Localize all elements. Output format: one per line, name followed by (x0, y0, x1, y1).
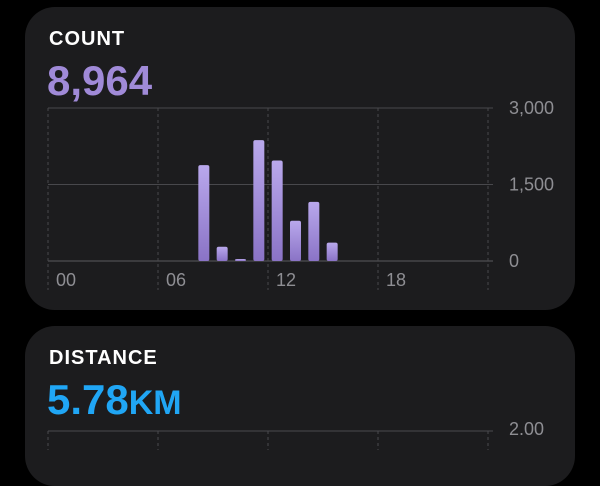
distance-bar-chart: 2.00 (47, 419, 544, 450)
distance-number: 5.78 (47, 376, 129, 423)
count-bar[interactable] (308, 201, 320, 261)
count-title: COUNT (49, 28, 126, 50)
count-y-tick-label: 0 (509, 251, 519, 271)
count-y-tick-label: 3,000 (509, 98, 554, 118)
distance-value: 5.78KM (47, 376, 182, 424)
count-bar[interactable] (198, 165, 210, 261)
count-bar[interactable] (253, 140, 265, 261)
distance-title: DISTANCE (49, 347, 158, 369)
distance-card[interactable]: DISTANCE 5.78KM 2.00 (25, 326, 575, 486)
count-bar[interactable] (326, 242, 338, 261)
count-bar[interactable] (271, 160, 283, 261)
count-card[interactable]: COUNT 8,964 0 1,500 3,000 00 06 12 18 (25, 7, 575, 310)
count-x-tick-label: 12 (276, 270, 296, 290)
count-value: 8,964 (47, 57, 153, 104)
count-x-tick-label: 00 (56, 270, 76, 290)
count-bar-chart: 0 1,500 3,000 00 06 12 18 (47, 98, 554, 290)
distance-y-tick-label: 2.00 (509, 419, 544, 439)
count-x-tick-label: 06 (166, 270, 186, 290)
count-bar[interactable] (290, 220, 301, 261)
count-x-tick-label: 18 (386, 270, 406, 290)
count-bar[interactable] (216, 246, 228, 261)
distance-unit: KM (128, 384, 182, 422)
count-y-tick-label: 1,500 (509, 175, 554, 195)
count-bar[interactable] (235, 258, 246, 261)
